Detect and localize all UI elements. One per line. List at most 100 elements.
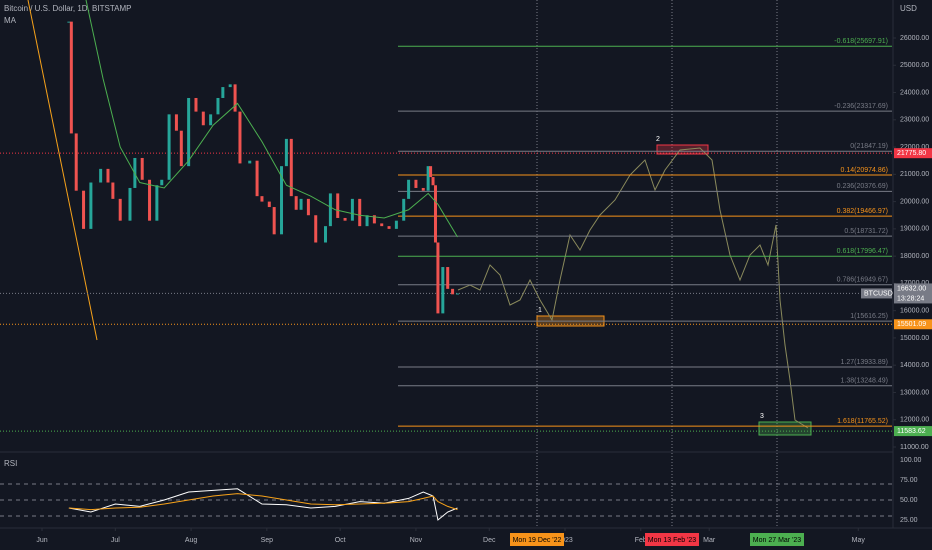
- date-lines: [536, 0, 778, 528]
- last-price-badge: [894, 283, 932, 304]
- date-badge-label: Mon 13 Feb '23: [648, 537, 697, 544]
- candle: [272, 207, 276, 235]
- y-tick-label: 25000.00: [900, 62, 929, 69]
- candle: [267, 201, 271, 208]
- candle: [314, 215, 318, 243]
- candle: [372, 215, 376, 224]
- candle: [233, 84, 237, 112]
- rsi-line: [68, 488, 458, 521]
- y-tick-label: 18000.00: [900, 253, 929, 260]
- x-tick-label: Aug: [185, 537, 198, 544]
- y-tick-label: 24000.00: [900, 89, 929, 96]
- candle: [160, 179, 164, 186]
- candle: [69, 21, 73, 134]
- box-3: [758, 421, 812, 436]
- x-tick-label: Nov: [410, 537, 423, 544]
- symbol-title: Bitcoin / U.S. Dollar, 1D, BITSTAMP: [4, 4, 131, 13]
- y-tick-label: 13000.00: [900, 389, 929, 396]
- date-badge-label: Mon 27 Mar '23: [753, 537, 802, 544]
- fib-label: 1.618(11765.52): [837, 418, 888, 425]
- indicator-name: MA: [4, 16, 17, 25]
- price-badge-label: 15501.09: [897, 321, 926, 328]
- candle: [82, 190, 86, 229]
- candle: [455, 293, 459, 295]
- main-pane: [0, 0, 893, 432]
- candle: [426, 166, 430, 191]
- y-tick-label: 22000.00: [900, 144, 929, 151]
- candle: [111, 182, 115, 199]
- fib-label: -0.618(25697.91): [834, 38, 888, 45]
- y-tick-label: 12000.00: [900, 417, 929, 424]
- candle: [429, 166, 433, 178]
- candle: [433, 185, 437, 243]
- candle: [174, 114, 178, 131]
- candle: [407, 179, 411, 199]
- candle: [221, 87, 225, 98]
- fib-label: 0.14(20974.86): [841, 167, 888, 174]
- price-badge-label: 11583.62: [897, 428, 926, 435]
- y-tick-label: 14000.00: [900, 362, 929, 369]
- candle: [431, 177, 435, 186]
- candle: [89, 182, 93, 229]
- candle: [343, 217, 347, 221]
- candle: [336, 193, 340, 218]
- candle: [402, 198, 406, 221]
- rsi-tick-label: 75.00: [900, 477, 918, 484]
- candle: [187, 97, 191, 167]
- candle: [155, 185, 159, 221]
- rsi-tick-label: 50.00: [900, 497, 918, 504]
- price-badge: [894, 148, 932, 159]
- last-price-label: 16632.00: [897, 285, 926, 292]
- candle: [387, 226, 391, 229]
- price-badge: [894, 319, 932, 330]
- candle: [140, 157, 144, 180]
- x-tick-label: Sep: [261, 537, 274, 544]
- candle: [167, 114, 171, 180]
- candle: [284, 138, 288, 167]
- candle: [238, 111, 242, 164]
- candle: [260, 196, 264, 202]
- candle: [294, 196, 298, 210]
- y-tick-label: 11000.00: [900, 444, 929, 451]
- date-badge-label: Mon 19 Dec '22: [513, 537, 562, 544]
- x-tick-label: Jun: [36, 537, 47, 544]
- currency: USD: [900, 4, 917, 13]
- candle: [255, 160, 259, 197]
- candle: [128, 187, 132, 221]
- fib-label: 1(15616.25): [850, 313, 888, 320]
- countdown: 13:28:24: [897, 295, 924, 302]
- y-tick-label: 19000.00: [900, 226, 929, 233]
- annotation: 2: [656, 136, 660, 143]
- candle: [194, 97, 198, 112]
- trend-line: [27, 0, 98, 341]
- candle: [414, 179, 418, 188]
- x-tick-label: Oct: [335, 537, 346, 544]
- fib-label: -0.236(23317.69): [834, 103, 888, 110]
- x-tick-label: Jul: [111, 537, 120, 544]
- y-tick-label: 15000.00: [900, 335, 929, 342]
- candle: [148, 179, 152, 221]
- fib-label: 0.618(17996.47): [837, 248, 888, 255]
- date-badge: [645, 533, 699, 546]
- fib-label: 1.38(13248.49): [841, 378, 888, 385]
- x-tick-label: Dec: [483, 537, 496, 544]
- candle: [328, 193, 332, 227]
- rsi-tick-label: 25.00: [900, 517, 918, 524]
- candle: [248, 160, 252, 164]
- candle: [380, 223, 384, 227]
- candle: [106, 168, 110, 183]
- candle: [394, 220, 398, 229]
- x-tick-label: 2023: [557, 537, 573, 544]
- candle: [99, 168, 103, 183]
- candle: [118, 198, 122, 221]
- candle: [451, 288, 455, 295]
- fib-label: 0.382(19466.97): [837, 208, 888, 215]
- candle: [228, 84, 232, 88]
- rsi-title: RSI: [4, 459, 17, 468]
- candle: [324, 226, 328, 243]
- rsi-tick-label: 100.00: [900, 457, 922, 464]
- candle: [67, 21, 71, 23]
- candle: [350, 198, 354, 221]
- candle: [209, 114, 213, 126]
